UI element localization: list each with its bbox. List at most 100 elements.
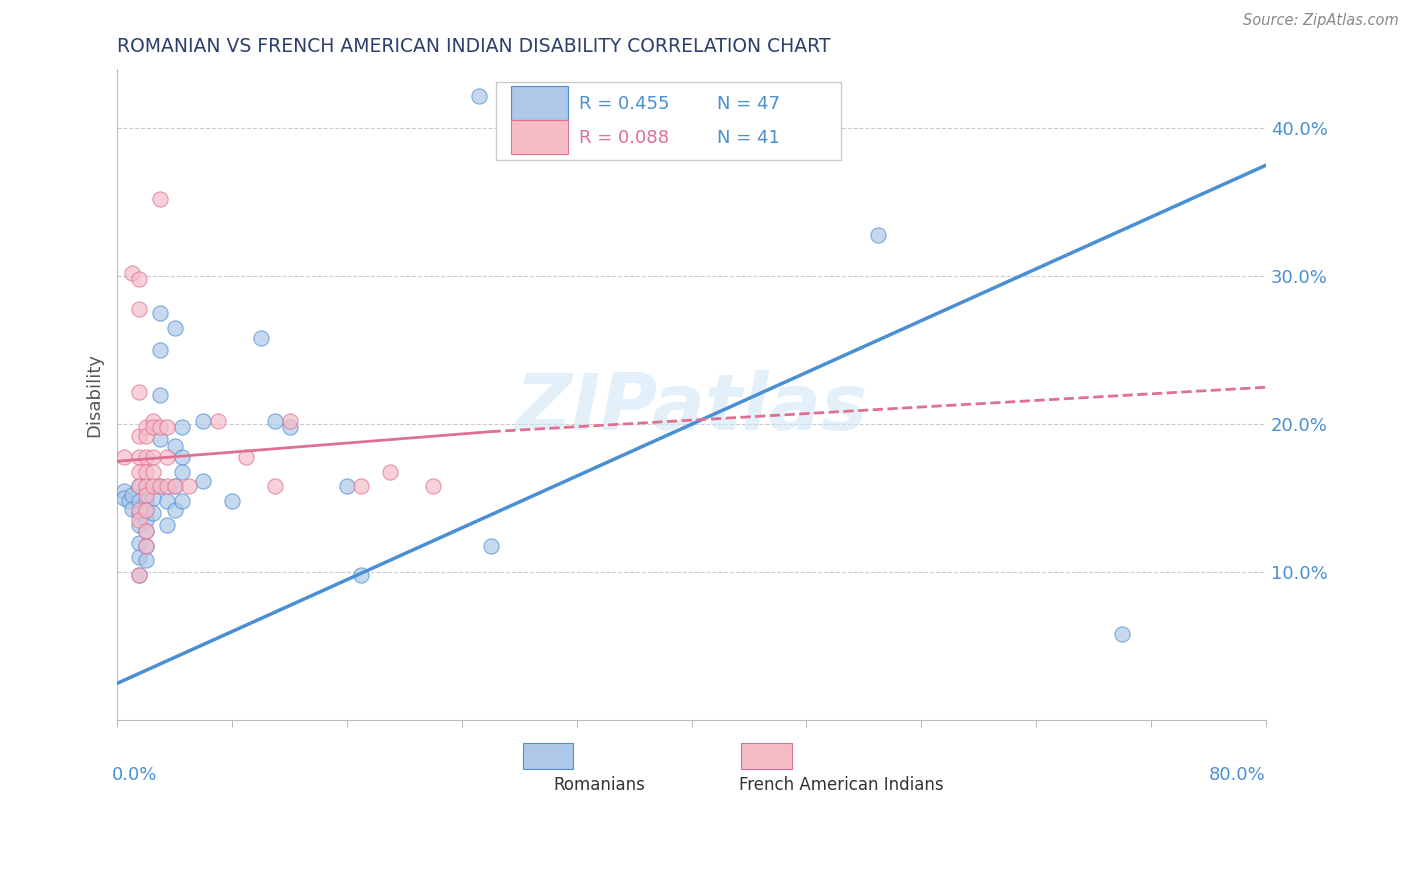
Point [156,450,179,464]
Point [149,387,172,401]
Point [177,479,200,493]
Point [128,272,150,286]
FancyBboxPatch shape [741,743,792,769]
Point [264,414,287,428]
Point [163,321,186,335]
Point [128,568,150,582]
Point [207,414,229,428]
FancyBboxPatch shape [523,743,574,769]
Point [128,535,150,549]
Point [121,488,143,502]
Text: N = 41: N = 41 [717,129,780,147]
Point [278,420,301,434]
Text: 80.0%: 80.0% [1209,766,1265,784]
Point [149,192,172,206]
Point [128,450,150,464]
Point [163,479,186,493]
Point [135,524,157,538]
Point [128,514,150,528]
Point [221,494,243,508]
Point [112,491,135,506]
Text: Source: ZipAtlas.com: Source: ZipAtlas.com [1243,13,1399,29]
Point [235,450,257,464]
Point [156,517,179,532]
Point [149,420,172,434]
Point [128,465,150,479]
Point [135,539,157,553]
Point [142,479,165,493]
Point [350,479,373,493]
Point [135,483,157,498]
Y-axis label: Disability: Disability [86,352,103,437]
Point [128,494,150,508]
Point [142,465,165,479]
Point [135,479,157,493]
Point [350,568,373,582]
Point [128,301,150,316]
Point [112,483,135,498]
Point [149,306,172,320]
Point [128,517,150,532]
Point [336,479,359,493]
Point [128,506,150,520]
Point [135,429,157,443]
Point [468,89,491,103]
Point [142,491,165,506]
Point [378,465,401,479]
Point [149,432,172,446]
Point [135,420,157,434]
Point [163,440,186,454]
Point [170,465,193,479]
Point [118,494,141,508]
Text: R = 0.088: R = 0.088 [579,129,669,147]
Point [135,503,157,517]
Point [135,488,157,502]
Point [135,514,157,528]
Point [163,503,186,517]
Point [193,414,215,428]
Point [135,465,157,479]
Point [135,539,157,553]
Point [149,479,172,493]
Point [128,384,150,399]
Text: Romanians: Romanians [554,776,645,794]
Point [121,501,143,516]
Point [163,479,186,493]
Point [128,568,150,582]
Point [193,474,215,488]
Text: ZIPatlas: ZIPatlas [516,369,868,446]
Text: N = 47: N = 47 [717,95,780,113]
Point [278,414,301,428]
Point [1111,627,1133,641]
Point [135,494,157,508]
FancyBboxPatch shape [496,82,841,161]
Point [135,553,157,567]
Text: ROMANIAN VS FRENCH AMERICAN INDIAN DISABILITY CORRELATION CHART: ROMANIAN VS FRENCH AMERICAN INDIAN DISAB… [117,37,831,56]
FancyBboxPatch shape [512,120,568,154]
Point [156,420,179,434]
Point [249,331,271,345]
Point [149,479,172,493]
Point [149,343,172,358]
Point [142,414,165,428]
Point [868,227,890,242]
Point [112,450,135,464]
Point [121,266,143,280]
Point [170,494,193,508]
Point [156,494,179,508]
Point [128,550,150,565]
Point [142,506,165,520]
FancyBboxPatch shape [512,86,568,120]
Point [422,479,444,493]
Point [128,503,150,517]
Point [135,503,157,517]
Point [479,539,502,553]
Point [135,524,157,538]
Point [264,479,287,493]
Point [156,479,179,493]
Text: French American Indians: French American Indians [738,776,943,794]
Point [128,479,150,493]
Text: R = 0.455: R = 0.455 [579,95,669,113]
Point [170,420,193,434]
Point [128,429,150,443]
